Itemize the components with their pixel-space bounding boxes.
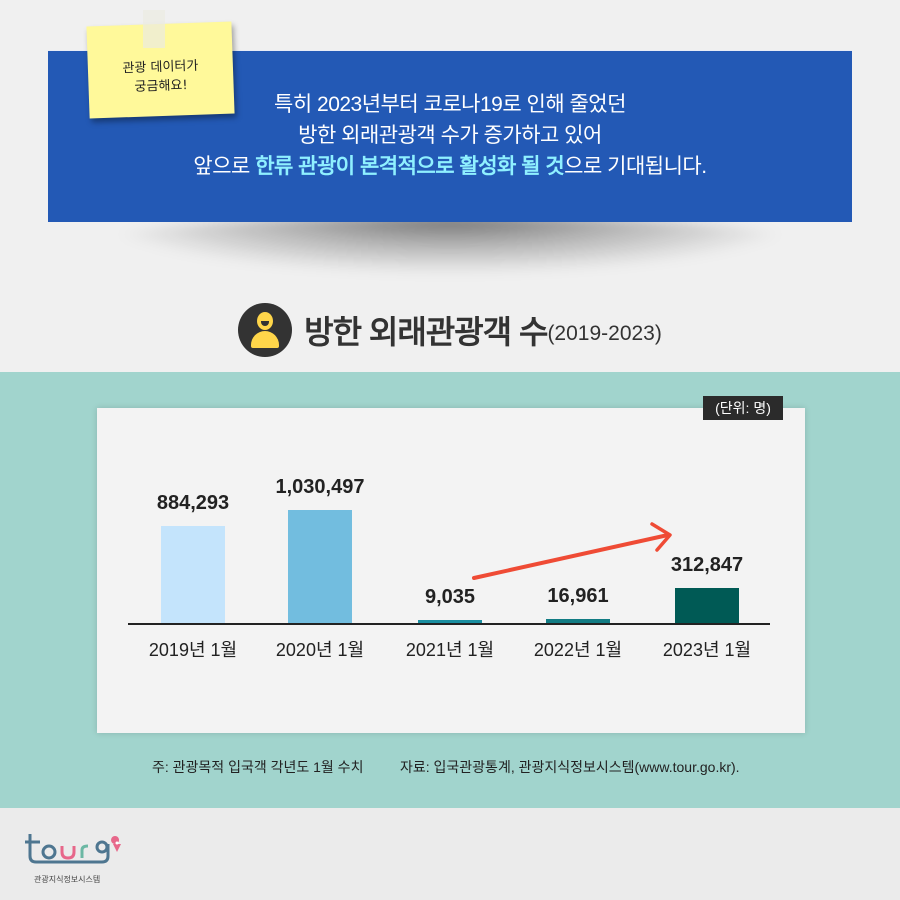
- chart-title-main: 방한 외래관광객 수: [304, 314, 548, 350]
- banner-line-1: 특히 2023년부터 코로나19로 인해 줄었던: [274, 93, 626, 116]
- footer-background: [0, 808, 900, 900]
- banner-highlight: 한류 관광이 본격적으로 활성화 될 것: [255, 155, 565, 178]
- note-source: 자료: 입국관광통계, 관광지식정보시스템(www.tour.go.kr).: [400, 759, 740, 775]
- x-axis-label: 2019년 1월: [148, 640, 238, 660]
- bar-3: [546, 619, 610, 623]
- bar-value-label: 312,847: [670, 554, 744, 576]
- bar-value-label: 884,293: [156, 492, 230, 514]
- banner-line-2: 방한 외래관광객 수가 증가하고 있어: [298, 124, 602, 147]
- x-axis-label: 2022년 1월: [533, 640, 623, 660]
- x-axis-label: 2023년 1월: [662, 640, 752, 660]
- tape-strip: [143, 10, 165, 48]
- sticky-note-text: 관광 데이터가 궁금해요!: [88, 55, 234, 98]
- sticky-line-2: 궁금해요!: [134, 78, 188, 95]
- x-axis-line: [128, 623, 770, 625]
- chart-title-years: (2019-2023): [547, 322, 662, 345]
- x-axis-label: 2020년 1월: [275, 640, 365, 660]
- person-icon: [238, 303, 293, 357]
- bar-value-label: 16,961: [547, 585, 609, 607]
- banner-line-3: 앞으로 한류 관광이 본격적으로 활성화 될 것으로 기대됩니다.: [48, 151, 852, 182]
- bar-4: [675, 588, 739, 623]
- banner-line-3-prefix: 앞으로: [193, 155, 256, 178]
- tour-logo: [25, 834, 121, 864]
- bar-0: [161, 526, 225, 623]
- note-footnote: 주: 관광목적 입국객 각년도 1월 수치: [152, 759, 364, 775]
- banner-shadow: [90, 215, 810, 275]
- chart-title: 방한 외래관광객 수 (2019-2023): [0, 300, 900, 360]
- banner-line-3-suffix: 으로 기대됩니다.: [564, 155, 707, 178]
- unit-badge: (단위: 명): [703, 396, 783, 420]
- bar-2: [418, 620, 482, 623]
- bar-value-label: 9,035: [424, 586, 476, 608]
- bar-1: [288, 510, 352, 623]
- x-axis-label: 2021년 1월: [405, 640, 495, 660]
- bar-value-label: 1,030,497: [275, 476, 365, 498]
- logo-subtitle: 관광지식정보시스템: [34, 875, 101, 884]
- banner-text: 특히 2023년부터 코로나19로 인해 줄었던 방한 외래관광객 수가 증가하…: [48, 89, 852, 182]
